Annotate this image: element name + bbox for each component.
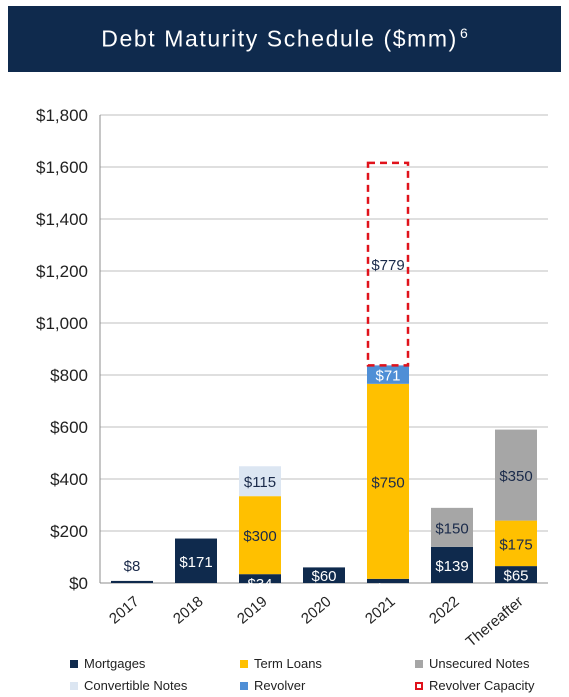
bar-revolver-2021 bbox=[367, 365, 409, 384]
bar-mortgages-2019 bbox=[239, 574, 281, 583]
legend-swatch bbox=[70, 659, 78, 668]
y-tick-label: $600 bbox=[50, 418, 88, 437]
bar-mortgages-2022 bbox=[431, 546, 473, 583]
bar-term_loans-2019 bbox=[239, 496, 281, 575]
bar-mortgages-2020 bbox=[303, 567, 345, 583]
data-label: $16 bbox=[375, 581, 400, 598]
data-label: $8 bbox=[124, 558, 141, 575]
bar-unsecured_notes-2022 bbox=[431, 507, 473, 547]
data-label: $71 bbox=[375, 368, 400, 385]
data-label: $150 bbox=[435, 520, 468, 537]
data-label: $60 bbox=[311, 568, 336, 585]
legend-item-mortgages: Mortgages bbox=[70, 656, 145, 671]
legend-swatch bbox=[70, 681, 78, 690]
x-tick-label: 2021 bbox=[362, 593, 398, 627]
y-tick-label: $1,200 bbox=[36, 262, 88, 281]
y-tick-label: $1,800 bbox=[36, 106, 88, 125]
legend-item-revolver: Revolver bbox=[240, 678, 305, 693]
bar-convertible_notes-2019 bbox=[239, 466, 281, 497]
bar-mortgages-2017 bbox=[111, 580, 153, 583]
debt-maturity-chart: $0 $200 $400 $600 $800 $1,000 $1,200 $1,400 $1,6… bbox=[36, 106, 548, 651]
legend-label: Term Loans bbox=[254, 656, 322, 671]
chart-title-text: Debt Maturity Schedule ($mm) bbox=[101, 25, 458, 52]
y-tick-label: $1,600 bbox=[36, 158, 88, 177]
data-label: $65 bbox=[503, 568, 528, 585]
chart-header: Debt Maturity Schedule ($mm) 6 bbox=[8, 6, 561, 72]
data-label: $115 bbox=[244, 474, 276, 491]
legend-item-revolver-capacity: Revolver Capacity bbox=[415, 678, 535, 693]
x-tick-label: Thereafter bbox=[463, 593, 527, 651]
legend-label: Revolver Capacity bbox=[429, 678, 535, 693]
bar-term_loans-thereafter bbox=[495, 520, 537, 567]
chart-title: Debt Maturity Schedule ($mm) 6 bbox=[101, 25, 467, 53]
bar-mortgages-2018 bbox=[175, 538, 217, 583]
bar-mortgages-2021 bbox=[367, 578, 409, 583]
legend-label: Revolver bbox=[254, 678, 306, 693]
legend-swatch bbox=[415, 659, 423, 668]
x-tick-label: 2019 bbox=[234, 593, 270, 627]
bar-mortgages-thereafter bbox=[495, 566, 537, 583]
chart-legend: Mortgages Term Loans Unsecured Notes Conver… bbox=[0, 652, 569, 697]
y-tick-label: $800 bbox=[50, 366, 88, 385]
data-label: $300 bbox=[243, 528, 276, 545]
data-label: $139 bbox=[435, 558, 468, 575]
bar-unsecured_notes-thereafter bbox=[495, 429, 537, 521]
x-tick-label: 2022 bbox=[426, 593, 462, 627]
legend-label: Unsecured Notes bbox=[429, 656, 530, 671]
data-label: $350 bbox=[499, 468, 532, 485]
legend-item-unsecured-notes: Unsecured Notes bbox=[415, 656, 529, 671]
bar-term_loans-2021 bbox=[367, 383, 409, 579]
data-label: $779 bbox=[371, 257, 404, 274]
x-tick-label: 2020 bbox=[298, 593, 334, 627]
data-label: $175 bbox=[499, 536, 532, 553]
legend-swatch bbox=[240, 681, 248, 690]
x-tick-label: 2017 bbox=[106, 593, 142, 627]
data-label: $171 bbox=[179, 554, 212, 571]
legend-item-term-loans: Term Loans bbox=[240, 656, 322, 671]
data-label: $750 bbox=[371, 474, 404, 491]
legend-swatch bbox=[415, 681, 423, 690]
y-tick-label: $200 bbox=[50, 522, 88, 541]
y-tick-label: $1,400 bbox=[36, 210, 88, 229]
legend-label: Convertible Notes bbox=[84, 678, 188, 693]
legend-label: Mortgages bbox=[84, 656, 146, 671]
legend-swatch bbox=[240, 659, 248, 668]
y-tick-label: $400 bbox=[50, 470, 88, 489]
y-tick-label: $1,000 bbox=[36, 314, 88, 333]
y-tick-label: $0 bbox=[69, 574, 88, 593]
data-label: $34 bbox=[247, 576, 272, 593]
x-tick-label: 2018 bbox=[170, 593, 206, 627]
title-footnote: 6 bbox=[459, 25, 468, 42]
legend-item-convertible-notes: Convertible Notes bbox=[70, 678, 187, 693]
